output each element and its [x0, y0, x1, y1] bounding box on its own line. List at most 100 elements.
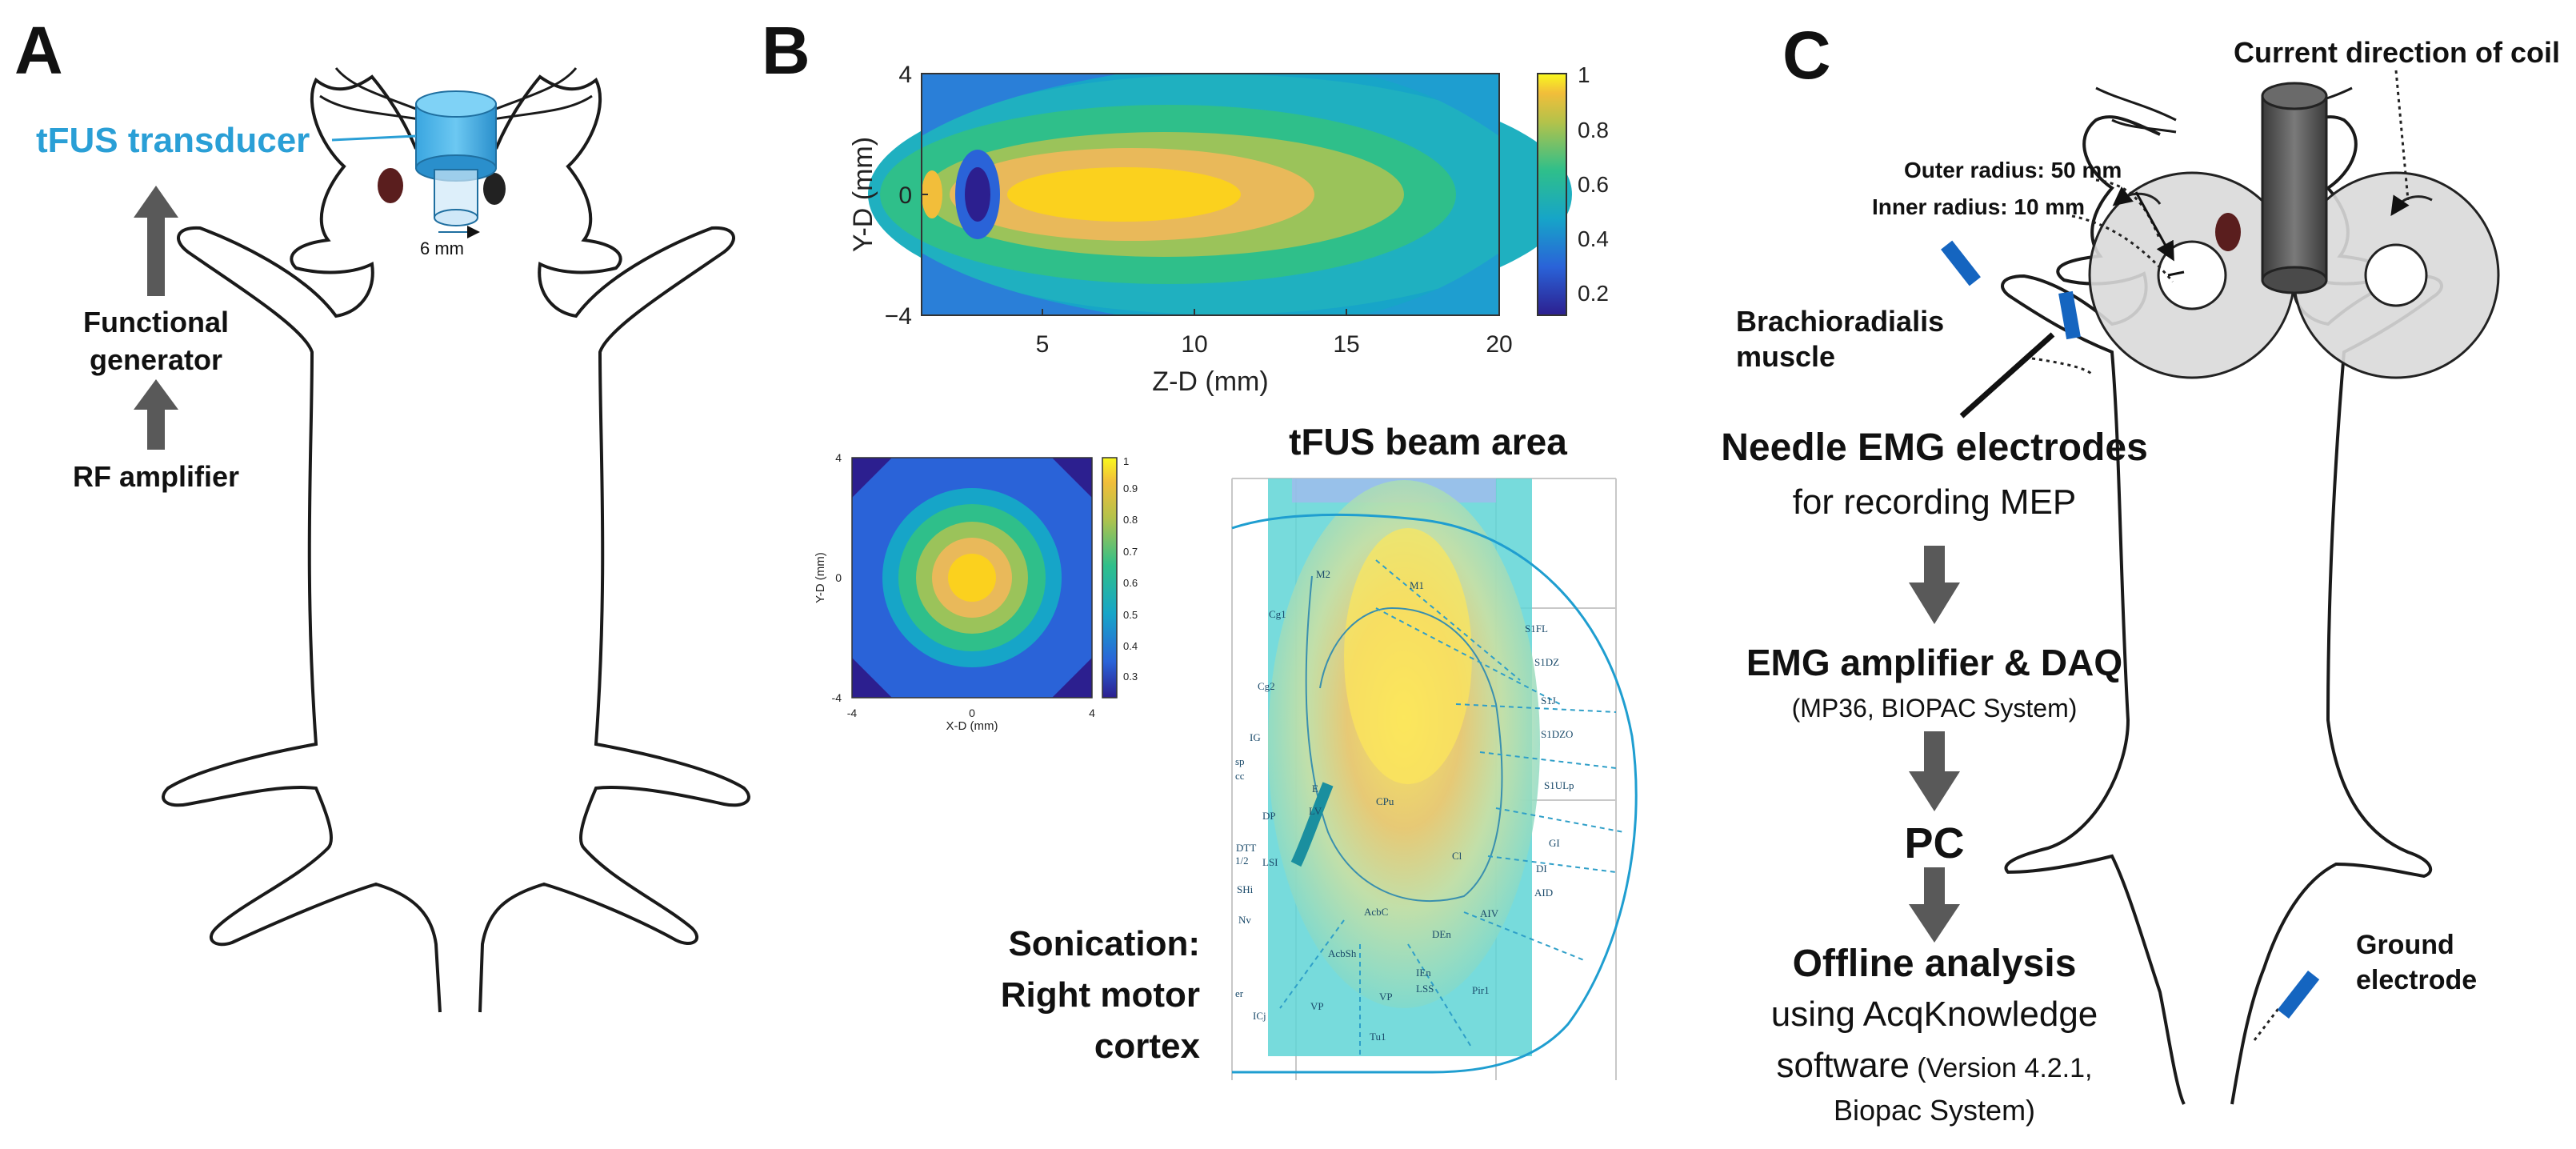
axial-xtick-20: 20 — [1486, 331, 1512, 358]
inner-radius-label: Inner radius: 10 mm — [1872, 194, 2085, 219]
lateral-ytick-neg4: -4 — [832, 691, 842, 704]
axial-ylabel: Y-D (mm) — [848, 137, 878, 252]
eye-right-a — [483, 173, 506, 205]
axial-cbar-tick-0.2: 0.2 — [1578, 281, 1609, 306]
region-ien: IEn — [1416, 967, 1431, 979]
region-aid: AID — [1534, 887, 1553, 899]
lateral-ytick-0: 0 — [835, 571, 842, 584]
offline-line4: Biopac System) — [1834, 1094, 2035, 1127]
region-lss: LSS — [1416, 983, 1434, 995]
region-dp: DP — [1262, 810, 1276, 822]
panel-a-letter: A — [14, 13, 63, 88]
region-icj: ICj — [1253, 1010, 1266, 1022]
needle-electrodes — [1941, 240, 2081, 418]
region-m2: M2 — [1316, 568, 1330, 580]
lateral-ylabel: Y-D (mm) — [814, 552, 827, 603]
region-ig: IG — [1250, 731, 1261, 743]
region-dtt: DTT — [1236, 842, 1256, 854]
lateral-cbar-tick-0.6: 0.6 — [1123, 577, 1138, 589]
lateral-heatmap — [851, 457, 1093, 699]
sonication-line2: Right motor — [1001, 975, 1200, 1015]
coil-current-label: Current direction of coil — [2234, 36, 2560, 69]
panel-a: A 6 mm tFUS transducer Fu — [14, 13, 750, 1013]
region-cg1: Cg1 — [1269, 608, 1286, 620]
tms-coil — [2088, 82, 2500, 379]
region-s1fl: S1FL — [1525, 623, 1548, 635]
region-s1dz: S1DZ — [1534, 656, 1559, 668]
beam-area-title: tFUS beam area — [1289, 421, 1567, 462]
region-sp: sp — [1235, 755, 1245, 767]
flow-arrow-c2 — [1909, 731, 1960, 811]
lateral-cbar-tick-0.8: 0.8 — [1123, 514, 1138, 526]
emg-amplifier-sublabel: (MP36, BIOPAC System) — [1792, 694, 2078, 723]
region-lsi: LSI — [1262, 856, 1278, 868]
region-pir1: Pir1 — [1472, 984, 1490, 996]
region-lv: LV — [1309, 805, 1322, 817]
needle-emg-sublabel: for recording MEP — [1793, 482, 2077, 522]
region-m1: M1 — [1410, 579, 1424, 591]
lateral-colorbar — [1102, 457, 1118, 699]
region-gi: GI — [1549, 837, 1560, 849]
sonication-line3: cortex — [1094, 1027, 1201, 1066]
flow-arrow-a1 — [134, 186, 178, 296]
panel-c: C Curren — [1721, 18, 2560, 1127]
region-acbc: AcbC — [1364, 906, 1388, 918]
region-e: E — [1312, 783, 1318, 795]
inner-radius-arrow — [2167, 270, 2185, 277]
axial-ytick-0: 0 — [898, 182, 912, 209]
lateral-xtick-4: 4 — [1089, 707, 1095, 719]
region-vp: VP — [1379, 991, 1393, 1003]
region-s1dzo: S1DZO — [1541, 728, 1573, 740]
axial-cbar-tick-0.6: 0.6 — [1578, 172, 1609, 197]
ground-electrode — [2277, 971, 2320, 1019]
muscle-label-line1: Brachioradialis — [1736, 305, 1944, 338]
sonication-line1: Sonication: — [1008, 924, 1200, 963]
axial-cbar-tick-0.4: 0.4 — [1578, 226, 1609, 251]
axial-xlabel: Z-D (mm) — [1152, 366, 1268, 397]
flow-arrow-a2 — [134, 379, 178, 450]
outer-radius-arrow — [2134, 191, 2174, 262]
region-shi: SHi — [1237, 883, 1254, 895]
lateral-ytick-4: 4 — [835, 451, 842, 464]
region-er: er — [1235, 987, 1244, 999]
offline-analysis-label: Offline analysis — [1793, 943, 2077, 985]
flow-arrow-c1 — [1909, 546, 1960, 624]
offline-line3: software (Version 4.2.1, — [1777, 1046, 2093, 1085]
amplifier-label: RF amplifier — [73, 460, 239, 493]
offline-line3b: (Version 4.2.1, — [1910, 1053, 2093, 1083]
beam-size-label: 6 mm — [420, 238, 464, 258]
axial-cbar-tick-0.8: 0.8 — [1578, 118, 1609, 142]
region-cl: Cl — [1452, 850, 1462, 862]
ground-label-line2: electrode — [2356, 965, 2477, 995]
generator-label-line2: generator — [90, 343, 222, 376]
ground-label-line1: Ground — [2356, 930, 2454, 960]
lateral-cbar-tick-0.5: 0.5 — [1123, 609, 1138, 621]
lateral-xtick-0: 0 — [969, 707, 975, 719]
whiskers-a — [319, 67, 593, 122]
eye-left-a — [378, 168, 403, 203]
panel-b-letter: B — [762, 13, 810, 88]
axial-heatmap — [868, 73, 1572, 316]
region-cc: cc — [1235, 770, 1245, 782]
axial-ytick-4: 4 — [898, 62, 912, 88]
axial-cbar-tick-1: 1 — [1578, 62, 1590, 87]
region-s1j: S1J — [1541, 695, 1556, 707]
axial-colorbar — [1537, 73, 1567, 316]
brain-atlas: M2 M1 Cg1 Cg2 S1FL S1DZ S1J S1DZO S1ULp … — [1231, 478, 1638, 1080]
region-nv: Nv — [1238, 914, 1251, 926]
transducer-leader-line — [331, 134, 417, 142]
outer-radius-label: Outer radius: 50 mm — [1904, 158, 2122, 182]
region-1-2: 1/2 — [1235, 855, 1249, 867]
rat-outline-a — [162, 74, 750, 1013]
region-cg2: Cg2 — [1258, 680, 1275, 692]
lateral-cbar-tick-0.9: 0.9 — [1123, 482, 1138, 494]
region-vp-2: VP — [1310, 1000, 1324, 1012]
offline-line3a: software — [1777, 1046, 1910, 1085]
region-acbsh: AcbSh — [1328, 947, 1357, 959]
axial-ytick-neg4: −4 — [885, 303, 912, 330]
transducer-label: tFUS transducer — [36, 121, 310, 160]
pc-label: PC — [1904, 819, 1964, 867]
region-aiv: AIV — [1480, 907, 1499, 919]
lateral-xlabel: X-D (mm) — [946, 719, 998, 733]
